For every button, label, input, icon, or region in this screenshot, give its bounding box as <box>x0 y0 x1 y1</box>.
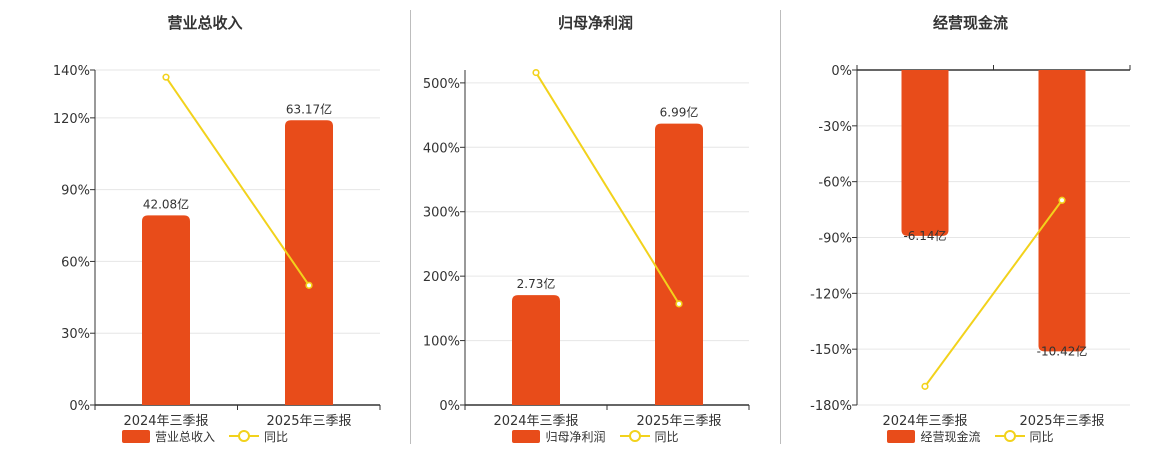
legend-line-label: 同比 <box>654 429 679 444</box>
bar <box>512 295 560 405</box>
legend-bar-label: 经营现金流 <box>920 429 981 444</box>
yoy-point <box>921 382 929 390</box>
chart-panel-operating-cashflow: 经营现金流 0% -30% -60% -90% -120% -150% -180% -6.14… <box>781 0 1160 450</box>
yoy-line <box>165 76 310 286</box>
y-tick-label: 100% <box>423 335 460 350</box>
bar <box>901 70 949 236</box>
legend-line-swatch <box>619 430 650 442</box>
chart-svg-operating-cashflow: 0% -30% -60% -90% -120% -150% -180% -6.14亿 -10.4… <box>810 64 1131 429</box>
legend-line-swatch <box>994 430 1025 442</box>
x-category-label: 2025年三季报 <box>636 414 721 429</box>
chart-title: 经营现金流 <box>932 14 1008 32</box>
bar-data-label: 2.73亿 <box>517 276 556 291</box>
legend-line-label: 同比 <box>1029 429 1054 444</box>
legend-bar-label: 营业总收入 <box>154 429 215 444</box>
legend-line-swatch <box>229 430 259 442</box>
chart-title: 营业总收入 <box>167 14 243 32</box>
yoy-point <box>675 300 683 308</box>
chart-svg-revenue: 0% 30% 60% 90% 120% 140% 42.08亿 63.17亿 2024年三季报 2… <box>53 64 381 429</box>
chart-panel-net-profit: 归母净利润 0% 100% 200% 300% 400% 500% 2.73亿 6.99亿 20… <box>411 0 780 450</box>
y-tick-label: 60% <box>61 255 90 270</box>
y-tick-label: 140% <box>53 64 90 79</box>
y-tick-label: 30% <box>61 327 90 342</box>
x-category-label: 2025年三季报 <box>266 414 351 429</box>
bar-data-label: -6.14亿 <box>903 228 946 243</box>
yoy-point <box>1058 196 1066 204</box>
yoy-point <box>162 73 170 81</box>
bar-data-label: 63.17亿 <box>286 101 332 116</box>
chart-panel-revenue: 营业总收入 0% 30% 60% 90% 120% 140% 42.08亿 63.17亿 202… <box>0 0 410 450</box>
bar <box>1038 70 1086 352</box>
y-tick-label: -60% <box>818 176 852 191</box>
chart-legend[interactable]: 经营现金流 同比 <box>781 427 1160 445</box>
x-category-label: 2024年三季报 <box>882 414 967 429</box>
y-tick-label: 90% <box>61 184 90 199</box>
chart-legend[interactable]: 营业总收入 同比 <box>0 427 410 445</box>
yoy-line <box>924 199 1063 387</box>
yoy-point <box>305 281 313 289</box>
x-category-label: 2025年三季报 <box>1019 414 1104 429</box>
x-category-label: 2024年三季报 <box>123 414 208 429</box>
y-tick-label: 200% <box>423 270 460 285</box>
y-tick-label: 120% <box>53 112 90 127</box>
yoy-point <box>532 68 540 77</box>
y-tick-label: -150% <box>810 343 852 358</box>
bar <box>285 120 333 405</box>
y-tick-label: -120% <box>810 287 852 302</box>
y-tick-label: 400% <box>423 141 460 156</box>
y-tick-label: -180% <box>810 399 852 414</box>
legend-line-label: 同比 <box>264 429 289 444</box>
y-tick-label: -30% <box>818 120 852 135</box>
bar-data-label: 42.08亿 <box>143 196 189 211</box>
y-tick-label: 0% <box>831 64 852 79</box>
bar-data-label: 6.99亿 <box>660 105 699 120</box>
chart-svg-net-profit: 0% 100% 200% 300% 400% 500% 2.73亿 6.99亿 2024年三季报… <box>423 68 750 429</box>
bar <box>142 215 190 405</box>
y-tick-label: 0% <box>439 399 460 414</box>
chart-legend[interactable]: 归母净利润 同比 <box>411 427 780 445</box>
x-category-label: 2024年三季报 <box>493 414 578 429</box>
bar <box>655 123 703 405</box>
legend-bar-swatch <box>887 429 916 443</box>
chart-title: 归母净利润 <box>557 14 633 32</box>
panel-divider <box>780 10 781 444</box>
y-tick-label: 0% <box>69 399 90 414</box>
legend-bar-swatch <box>121 429 150 443</box>
bar-data-label: -10.42亿 <box>1037 343 1088 358</box>
yoy-line <box>535 72 680 305</box>
y-tick-label: -90% <box>818 232 852 247</box>
legend-bar-swatch <box>512 429 541 443</box>
y-tick-label: 300% <box>423 206 460 221</box>
y-tick-label: 500% <box>423 77 460 92</box>
panel-divider <box>410 10 411 444</box>
legend-bar-label: 归母净利润 <box>545 429 606 444</box>
